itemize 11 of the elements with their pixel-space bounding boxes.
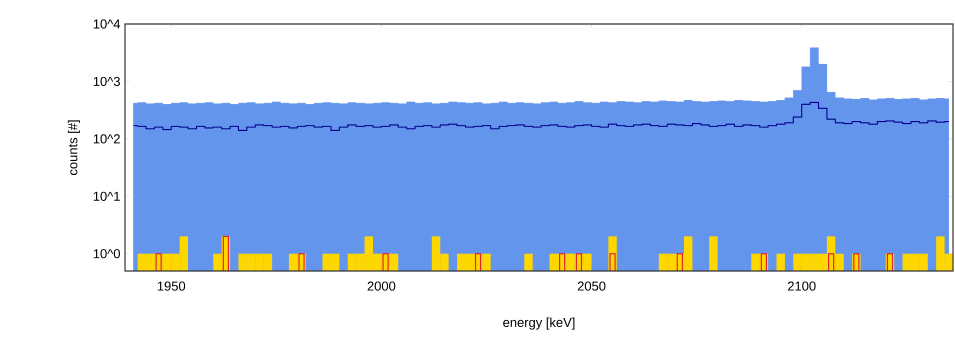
x-tick-label: 1950 <box>158 282 186 291</box>
x-tick-label: 2050 <box>578 282 606 291</box>
y-tick-label: 10^3 <box>94 76 120 86</box>
x-tick-label: 2000 <box>368 282 396 291</box>
y-tick-label: 10^0 <box>94 249 120 258</box>
y-axis-title: counts [#] <box>68 120 80 176</box>
x-axis-title: energy [keV] <box>503 318 574 330</box>
x-tick-label: 2100 <box>788 282 816 291</box>
y-tick-label: 10^4 <box>94 19 120 29</box>
y-tick-label: 10^1 <box>94 192 120 201</box>
y-tick-label: 10^2 <box>94 134 120 144</box>
